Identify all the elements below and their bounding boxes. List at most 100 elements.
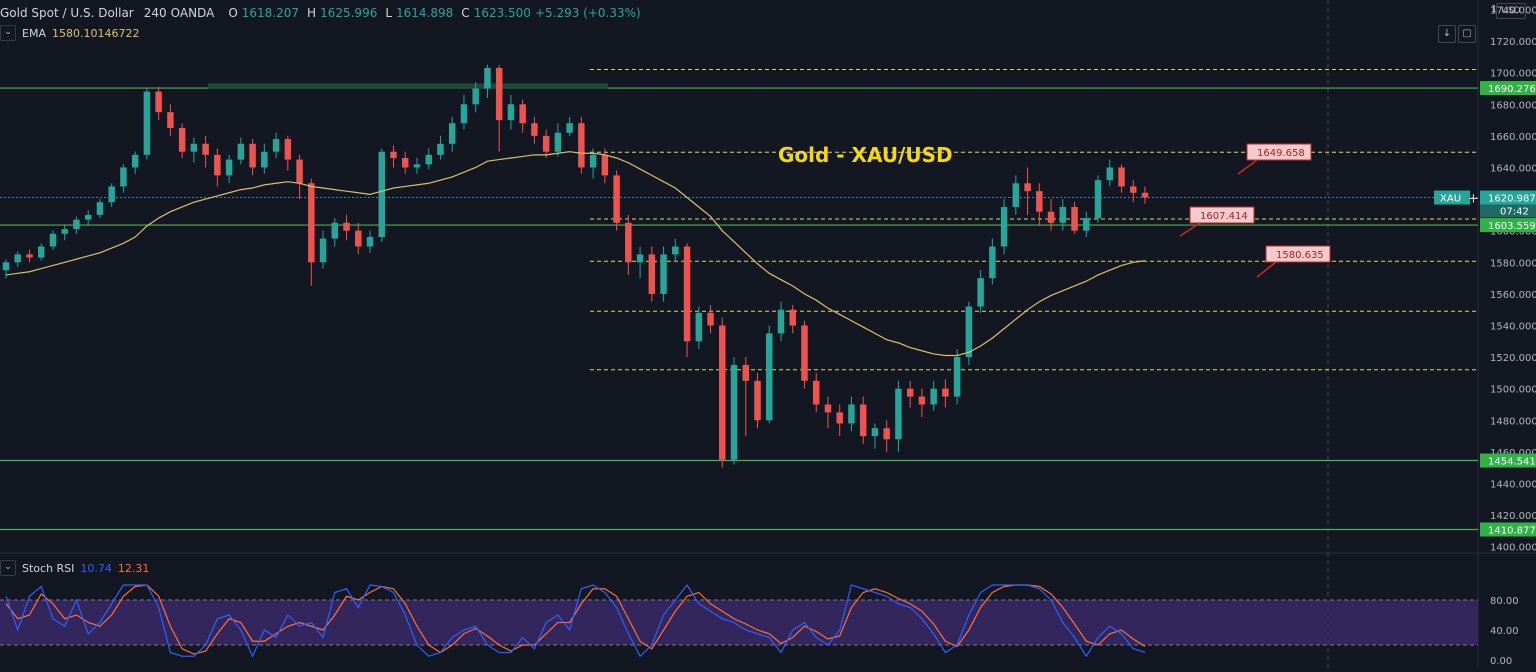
candle-body: [143, 91, 151, 155]
maximize-icon[interactable]: ▢: [1458, 25, 1476, 43]
callout-pointer: [1237, 159, 1258, 175]
candle-body: [789, 309, 796, 326]
candle-body: [930, 388, 937, 405]
candle-body: [14, 254, 21, 263]
resistance-zone: [208, 83, 608, 89]
candle-body: [942, 388, 949, 397]
candle-body: [1118, 167, 1125, 187]
currency-button[interactable]: USD: [1496, 3, 1526, 19]
candle-body: [707, 312, 714, 326]
stoch-legend[interactable]: ⌄ Stoch RSI 10.74 12.31: [0, 559, 149, 577]
candle-body: [448, 123, 456, 144]
candle-body: [413, 164, 421, 168]
candle-body: [343, 222, 350, 231]
y-tick-label: 1680.000: [1490, 100, 1536, 111]
candle-body: [848, 404, 855, 424]
candle-body: [484, 67, 491, 89]
candle-body: [554, 132, 562, 152]
candle-body: [437, 143, 444, 155]
callout-box: [1189, 206, 1255, 224]
candle-body: [918, 396, 926, 405]
callout-box: [1265, 245, 1331, 263]
callout-label: 1649.658: [1257, 148, 1305, 159]
candle-body: [660, 254, 667, 294]
level-tag-label: 1690.276: [1488, 84, 1536, 95]
candle-body: [824, 404, 832, 413]
candle-body: [507, 104, 515, 121]
callout-box: [1246, 143, 1312, 161]
level-tag-label: 1454.541: [1488, 457, 1536, 468]
candle-body: [531, 123, 538, 136]
interval-label[interactable]: 240: [143, 6, 167, 20]
chart-title: Gold - XAU/USD: [778, 143, 953, 167]
candle-body: [977, 278, 984, 307]
candle-body: [190, 143, 198, 152]
candle-body: [1024, 183, 1031, 192]
arrow-down-icon[interactable]: ↓: [1438, 25, 1456, 43]
y-tick-label: 1520.000: [1490, 353, 1536, 364]
candle-body: [542, 135, 550, 152]
candle-body: [402, 158, 409, 168]
stoch-name[interactable]: Stoch RSI: [22, 561, 75, 575]
candle-body: [1000, 206, 1008, 247]
candle-body: [871, 428, 879, 437]
callout-label: 1607.414: [1200, 211, 1248, 222]
candle-body: [131, 154, 139, 168]
level-tag-label: 1603.559: [1488, 221, 1536, 232]
level-tag: [1480, 81, 1536, 96]
y-tick-label: 1660.000: [1490, 132, 1536, 143]
symbol-name[interactable]: Gold Spot / U.S. Dollar: [0, 6, 134, 20]
open-key: O: [228, 6, 238, 20]
candle-body: [390, 151, 397, 158]
y-tick-label: 1400.000: [1490, 543, 1536, 554]
candle-body: [519, 104, 526, 124]
candle-body: [331, 222, 339, 239]
high-key: H: [307, 6, 317, 20]
candle-body: [906, 388, 914, 397]
ema-name[interactable]: EMA: [22, 26, 46, 40]
last-price-tag: [1480, 190, 1536, 205]
stoch-tick-label: 0.00: [1490, 656, 1512, 667]
candle-body: [178, 127, 186, 152]
candle-body: [1141, 192, 1149, 198]
y-tick-label: 1580.000: [1490, 258, 1536, 269]
candle-body: [965, 306, 973, 358]
candle-body: [296, 159, 303, 184]
symbol-legend[interactable]: Gold Spot / U.S. Dollar 240 OANDA O 1618.…: [0, 4, 641, 22]
candle-body: [108, 186, 115, 203]
y-tick-label: 1460.000: [1490, 448, 1536, 459]
candle-body: [225, 159, 233, 176]
chevron-down-icon[interactable]: ⌄: [0, 25, 16, 41]
candle-body: [261, 151, 268, 168]
candle-body: [472, 88, 479, 105]
candle-body: [742, 364, 749, 381]
candle-body: [120, 167, 127, 187]
open-value: 1618.207: [241, 6, 300, 20]
candle-body: [589, 154, 597, 168]
candle-body: [366, 237, 374, 247]
change-value: +5.293 (+0.33%): [534, 6, 641, 20]
candle-body: [777, 309, 785, 334]
candle-body: [648, 254, 656, 294]
candle-body: [1130, 186, 1137, 193]
candle-body: [1094, 180, 1102, 219]
broker-label: OANDA: [170, 6, 215, 20]
stoch-k-value: 10.74: [80, 561, 112, 575]
chevron-down-icon[interactable]: ⌄: [0, 560, 16, 576]
ema-legend[interactable]: ⌄ EMA 1580.10146722: [0, 24, 139, 42]
candle-body: [308, 183, 315, 263]
candle-body: [1012, 183, 1020, 207]
close-value: 1623.500: [473, 6, 531, 20]
candle-body: [883, 428, 890, 440]
y-tick-label: 1700.000: [1490, 69, 1536, 80]
callout-pointer: [1179, 222, 1201, 237]
y-tick-label: 1540.000: [1490, 321, 1536, 332]
level-tag: [1480, 453, 1536, 468]
candle-body: [895, 388, 902, 440]
low-key: L: [385, 6, 393, 20]
candle-body: [96, 202, 104, 215]
high-value: 1625.996: [320, 6, 378, 20]
candle-body: [601, 154, 609, 176]
